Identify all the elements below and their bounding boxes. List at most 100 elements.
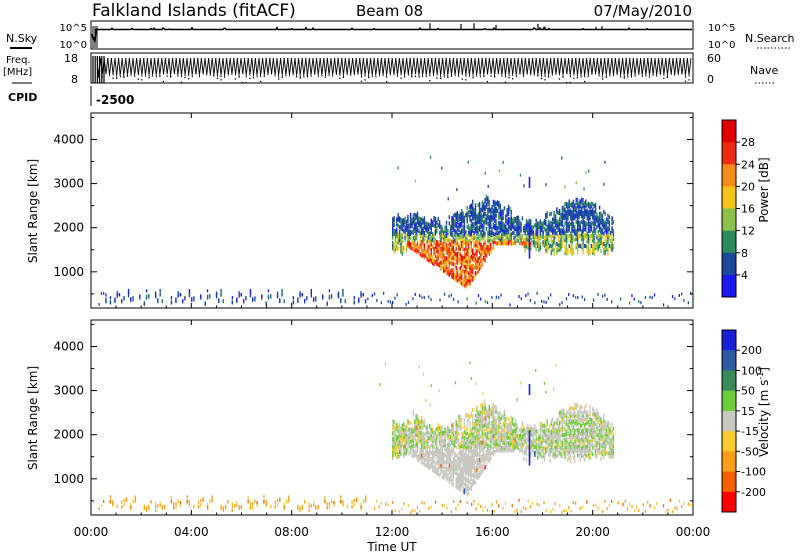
range-gate-cell: [546, 434, 548, 438]
range-gate-cell: [467, 416, 470, 421]
range-gate-cell: [426, 227, 428, 232]
freq-sweep: [460, 57, 463, 76]
range-gate-cell: [481, 200, 484, 205]
range-gate-cell: [483, 224, 485, 229]
range-gate-cell: [440, 463, 442, 468]
range-gate-cell: [465, 259, 467, 264]
range-gate-cell: [522, 506, 525, 510]
range-gate-cell: [462, 260, 464, 265]
range-gate-cell: [564, 432, 566, 437]
range-gate-cell: [592, 202, 594, 207]
range-gate-cell: [463, 261, 466, 265]
range-gate-cell: [485, 226, 488, 231]
range-gate-cell: [564, 238, 566, 243]
range-gate-cell: [476, 214, 478, 219]
freq-sweep: [658, 57, 661, 76]
range-gate-cell: [574, 231, 576, 236]
range-gate-cell: [462, 489, 464, 494]
range-gate-cell: [565, 411, 568, 416]
range-gate-cell: [565, 509, 568, 513]
range-gate-cell: [455, 260, 457, 265]
range-gate-cell: [407, 214, 409, 219]
range-gate-cell: [445, 270, 448, 275]
freq-sweep: [526, 57, 530, 75]
range-gate-cell: [461, 451, 463, 456]
range-gate-cell: [398, 241, 401, 246]
freq-sweep: [632, 57, 636, 77]
range-gate-cell: [593, 213, 595, 218]
range-gate-cell: [552, 423, 554, 428]
range-gate-cell: [598, 239, 601, 244]
range-gate-cell: [452, 422, 455, 427]
range-gate-cell: [556, 454, 558, 459]
range-gate-cell: [466, 431, 468, 436]
range-gate-cell: [449, 456, 452, 461]
range-gate-cell: [315, 505, 317, 509]
range-gate-cell: [524, 244, 526, 248]
range-gate-cell: [445, 234, 448, 238]
range-gate-cell: [476, 415, 478, 420]
range-gate-cell: [553, 226, 555, 231]
range-gate-cell: [439, 298, 441, 302]
range-gate-cell: [423, 435, 426, 439]
range-gate-cell: [220, 505, 222, 509]
range-gate-cell: [597, 218, 599, 223]
range-gate-cell: [478, 444, 481, 449]
freq-sweep: [676, 57, 679, 76]
range-gate-cell: [561, 221, 564, 226]
range-gate-cell: [583, 220, 586, 225]
range-gate-cell: [414, 242, 416, 247]
range-gate-cell: [445, 237, 448, 242]
range-gate-cell: [458, 442, 460, 447]
range-gate-cell: [466, 492, 468, 497]
range-gate-cell: [401, 426, 404, 431]
range-gate-cell: [252, 297, 254, 301]
range-gate-cell: [483, 438, 485, 442]
range-gate-cell: [452, 446, 455, 451]
range-gate-cell: [476, 441, 478, 446]
freq-sweep: [494, 57, 498, 75]
range-gate-cell: [394, 448, 397, 453]
range-gate-cell: [476, 462, 478, 467]
range-gate-cell: [449, 228, 452, 232]
range-gate-cell: [188, 291, 191, 295]
freq-sweep: [656, 57, 660, 75]
range-gate-cell: [485, 424, 488, 429]
range-gate-cell: [441, 265, 444, 270]
range-gate-cell: [488, 247, 490, 251]
range-gate-cell: [583, 431, 586, 436]
range-gate-cell: [552, 245, 554, 250]
range-gate-cell: [342, 502, 344, 506]
range-gate-cell: [534, 431, 536, 436]
range-gate-cell: [466, 205, 468, 210]
range-gate-cell: [492, 236, 495, 241]
range-gate-cell: [510, 222, 512, 227]
range-gate-cell: [415, 233, 417, 238]
range-gate-cell: [572, 234, 575, 239]
range-gate-cell: [520, 510, 522, 514]
range-gate-cell: [441, 452, 444, 457]
range-gate-cell: [403, 437, 405, 442]
range-gate-cell: [517, 218, 519, 223]
range-gate-cell: [488, 444, 490, 448]
range-gate-cell: [545, 238, 547, 243]
range-gate-cell: [448, 446, 450, 451]
range-gate-cell: [451, 252, 453, 257]
range-gate-cell: [557, 248, 559, 253]
range-gate-cell: [565, 216, 568, 221]
range-gate-cell: [576, 219, 579, 224]
range-gate-cell: [481, 434, 484, 439]
range-gate-cell: [518, 498, 520, 502]
range-gate-cell: [398, 216, 401, 221]
range-gate-cell: [564, 248, 566, 253]
range-gate-cell: [472, 270, 474, 275]
range-gate-cell: [597, 223, 599, 228]
range-gate-cell: [422, 446, 424, 451]
range-gate-cell: [436, 444, 438, 449]
range-gate-cell: [488, 437, 490, 442]
range-gate-cell: [466, 267, 468, 272]
range-gate-cell: [432, 436, 434, 441]
freq-sweep: [154, 57, 157, 78]
range-gate-cell: [477, 269, 479, 274]
range-gate-cell: [492, 447, 495, 452]
